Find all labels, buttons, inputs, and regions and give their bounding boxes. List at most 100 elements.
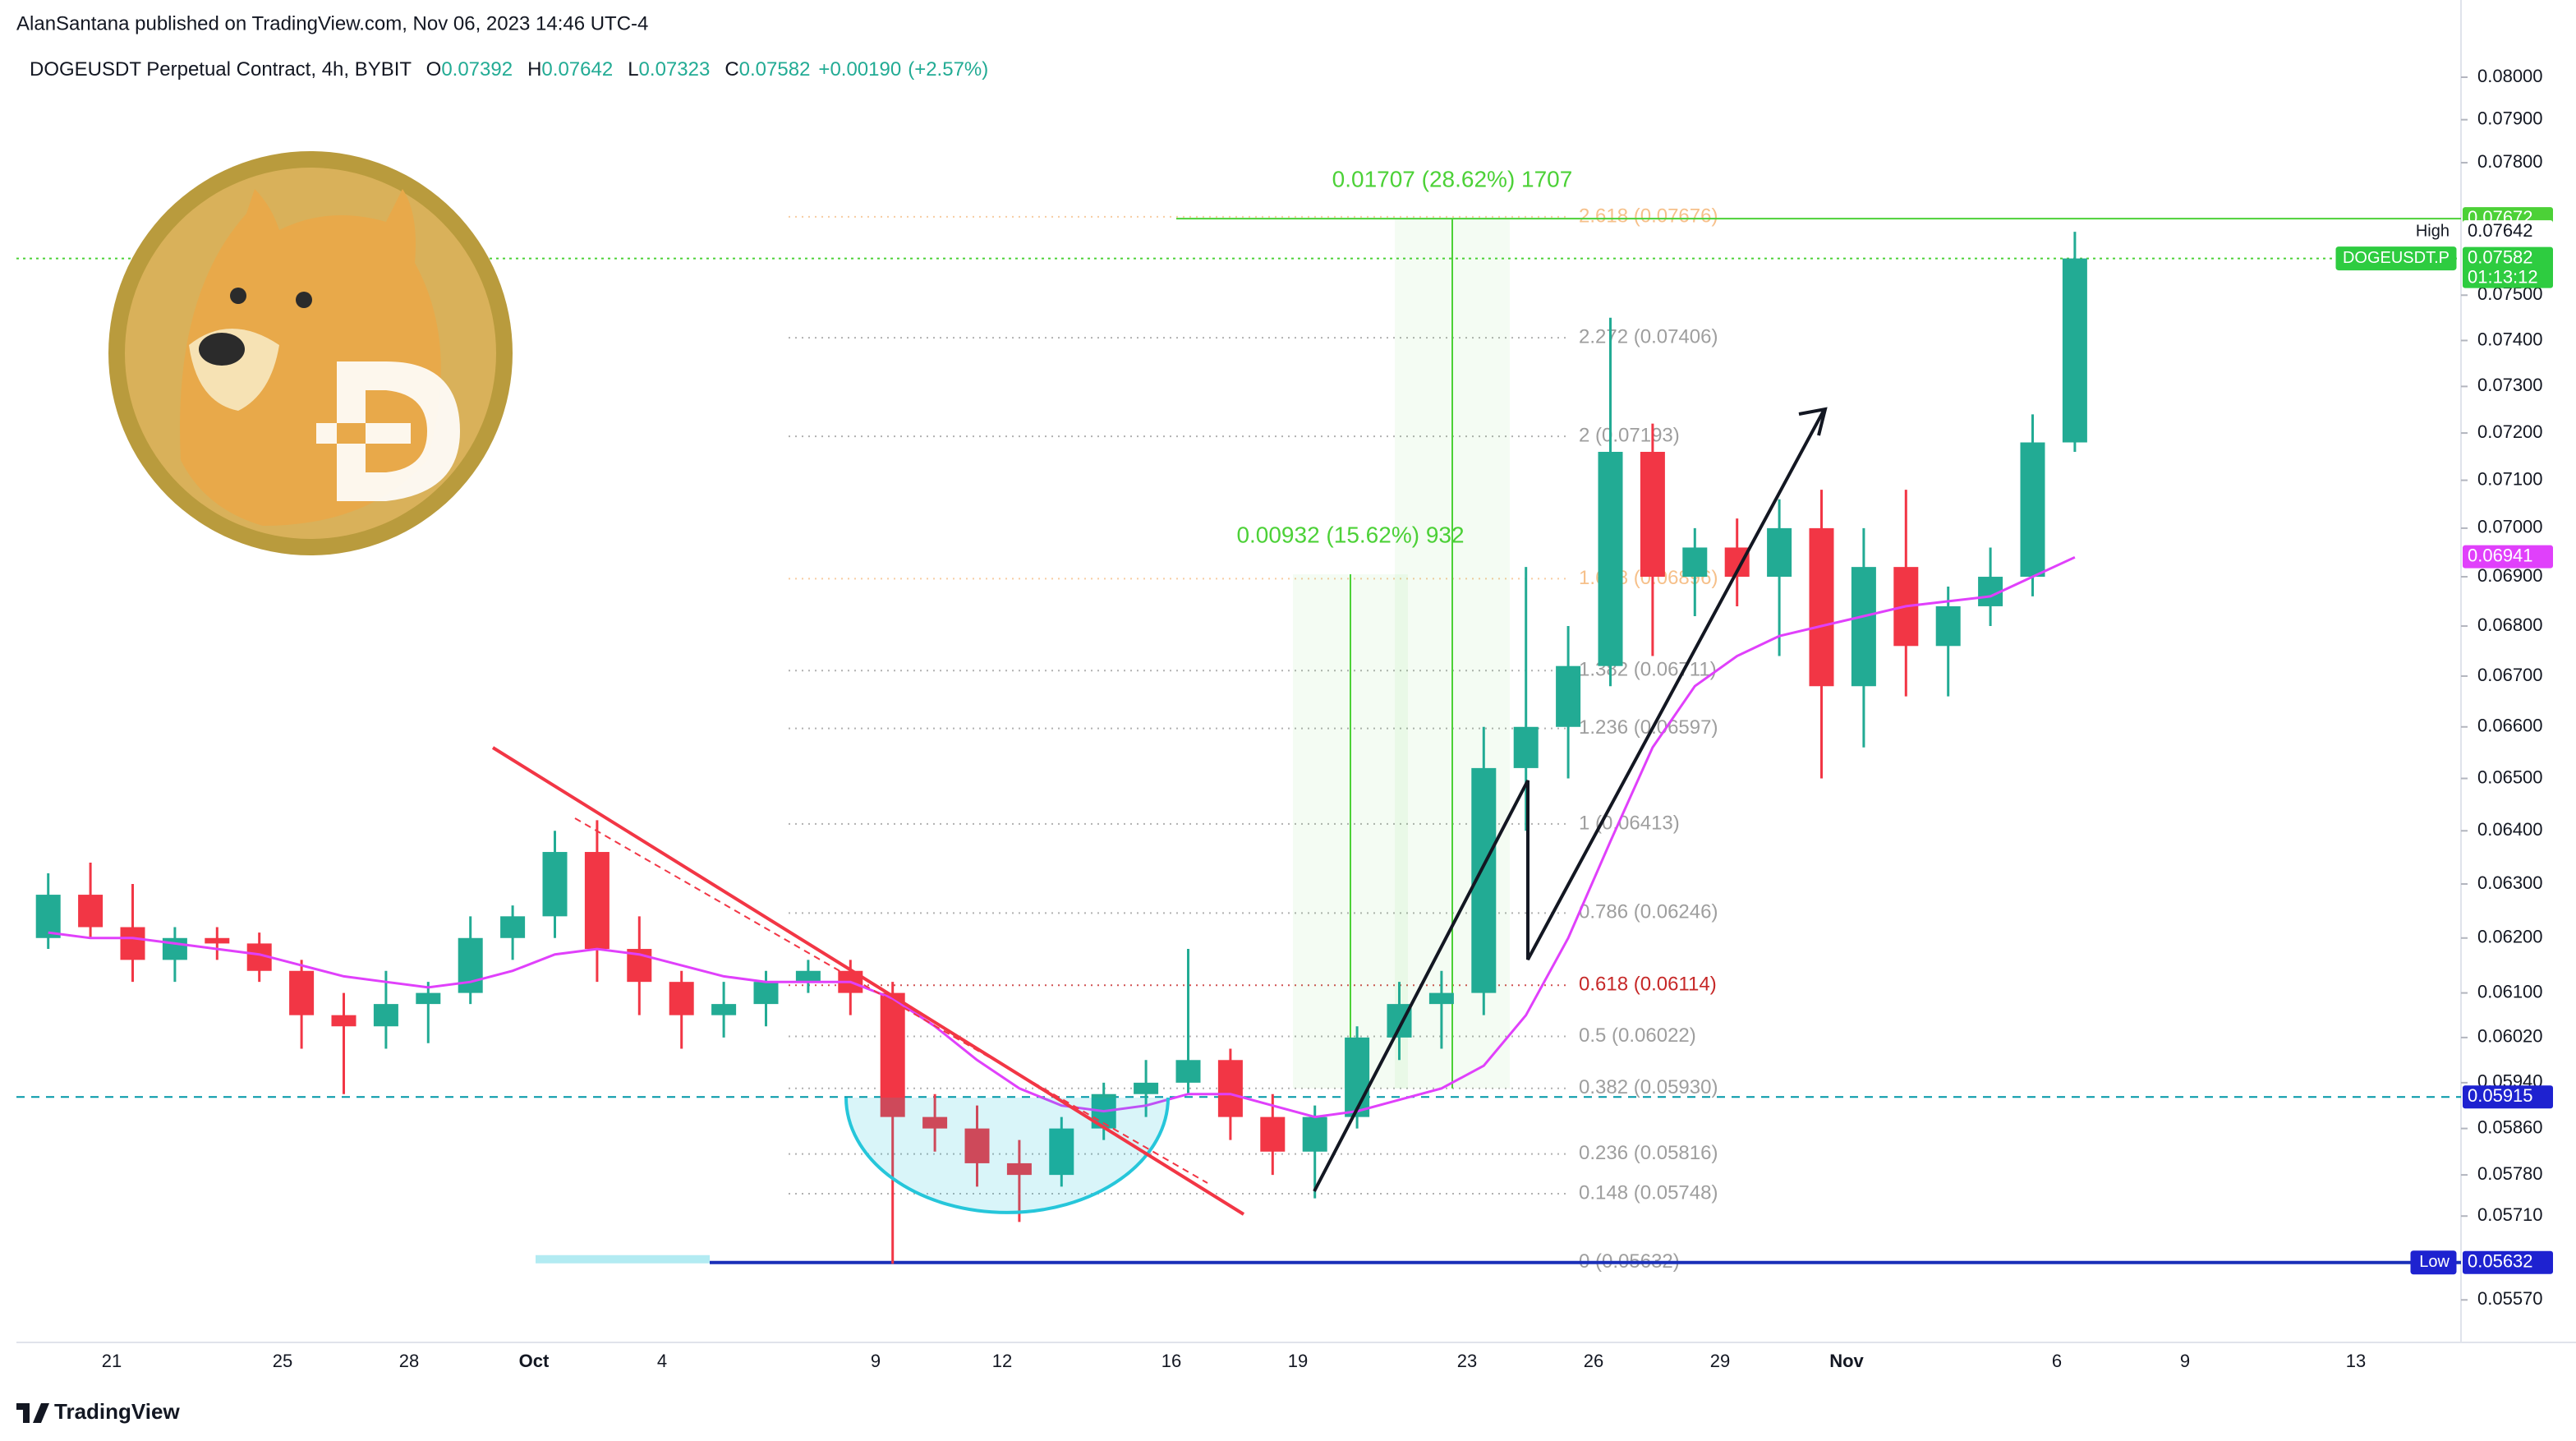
logo-eye [296, 292, 312, 308]
brand: TradingView [54, 1399, 180, 1424]
fib-label: 0.382 (0.05930) [1579, 1076, 1718, 1098]
publisher: AlanSantana published on TradingView.com… [16, 12, 648, 35]
logo-d-mark [316, 361, 460, 501]
price-tag [2463, 1085, 2553, 1109]
countdown: 01:13:12 [2468, 266, 2538, 287]
candle-body [880, 992, 905, 1117]
candle-body [1598, 451, 1623, 666]
candle-body [584, 852, 610, 950]
candle-body [1302, 1116, 1327, 1152]
price-tag [2463, 545, 2553, 569]
x-tick-label: 9 [871, 1351, 881, 1371]
brand-icon [16, 1403, 49, 1423]
price-tag-value: 0.07582 [2468, 246, 2533, 267]
x-tick-label: 6 [2052, 1351, 2062, 1371]
candle-body [1513, 726, 1539, 768]
candle-body [1345, 1037, 1370, 1117]
y-tick-label: 0.07400 [2477, 329, 2543, 349]
fib-label: 0.5 (0.06022) [1579, 1024, 1696, 1047]
y-tick-label: 0.06500 [2477, 767, 2543, 787]
candle-body [1428, 992, 1454, 1005]
candle-body [753, 982, 779, 1005]
y-tick-label: 0.07300 [2477, 375, 2543, 395]
fib-label: 0.786 (0.06246) [1579, 901, 1718, 923]
x-tick-label: Oct [519, 1351, 550, 1371]
price-tag-value: 0.07642 [2468, 220, 2533, 241]
logo-nose [199, 333, 245, 366]
y-tick-label: 0.06600 [2477, 716, 2543, 736]
y-tick-label: 0.05860 [2477, 1116, 2543, 1137]
price-tag [2463, 220, 2553, 244]
y-tick-label: 0.06700 [2477, 665, 2543, 685]
candle-body [964, 1128, 990, 1163]
candle-body [711, 1004, 737, 1015]
y-tick-label: 0.06400 [2477, 819, 2543, 840]
doge-logo [108, 151, 513, 555]
moving-average [48, 555, 2076, 1119]
x-tick-label: 21 [102, 1351, 122, 1371]
price-tag-value: 0.05915 [2468, 1085, 2533, 1106]
y-tick-label: 0.05780 [2477, 1163, 2543, 1184]
ohlc-value: 0.07392 [441, 58, 513, 81]
x-tick-label: 13 [2346, 1351, 2366, 1371]
footer-logo: TradingView [16, 1399, 180, 1424]
x-tick-label: Nov [1829, 1351, 1864, 1371]
arrow-head [1798, 407, 1828, 436]
fib-label: 2.618 (0.07676) [1579, 205, 1718, 227]
candle-body [669, 982, 694, 1015]
price-tag [2463, 1250, 2553, 1274]
x-tick-label: 19 [1288, 1351, 1308, 1371]
fib-label: 0.618 (0.06114) [1579, 974, 1717, 996]
name-tag-label: Low [2419, 1253, 2450, 1271]
candle-body [500, 916, 526, 938]
y-tick-label: 0.06300 [2477, 872, 2543, 893]
candle-body [78, 895, 104, 928]
ohlc-value: 0.07582 [739, 58, 811, 81]
logo-eye [230, 288, 246, 304]
x-tick-label: 16 [1162, 1351, 1181, 1371]
y-tick-label: 0.06020 [2477, 1026, 2543, 1047]
fib-label: 2 (0.07193) [1579, 424, 1680, 446]
price-tag-value: 0.06941 [2468, 545, 2533, 565]
candle-body [331, 1015, 356, 1027]
candle-body [1217, 1060, 1243, 1117]
ohlc-key: H [527, 58, 541, 81]
x-tick-label: 26 [1584, 1351, 1603, 1371]
candle-body [1556, 665, 1581, 727]
fib-label: 2.272 (0.07406) [1579, 325, 1718, 348]
x-tick-label: 9 [2180, 1351, 2190, 1371]
name-tag [2399, 219, 2457, 244]
change: +0.00190 [818, 58, 901, 81]
y-tick-label: 0.07200 [2477, 421, 2543, 442]
candle-body [35, 895, 61, 938]
y-tick-label: 0.05570 [2477, 1288, 2543, 1309]
candle-body [416, 992, 441, 1005]
fib-label: 0.148 (0.05748) [1579, 1181, 1718, 1204]
fib-label: 0.236 (0.05816) [1579, 1142, 1718, 1164]
candle-body [120, 927, 145, 960]
candle-body [1767, 527, 1792, 578]
ohlc-value: 0.07323 [639, 58, 711, 81]
x-tick-label: 23 [1457, 1351, 1477, 1371]
path-arrow [1313, 410, 1825, 1192]
candle-body [1809, 527, 1834, 687]
candle-body [922, 1116, 948, 1129]
candle-body [1682, 547, 1708, 578]
candle-body [1851, 567, 1876, 687]
candle-body [1935, 605, 1961, 647]
y-tick-label: 0.07100 [2477, 468, 2543, 489]
candle-body [1006, 1162, 1032, 1176]
name-tag-label: DOGEUSDT.P [2343, 249, 2450, 267]
candle-body [542, 852, 568, 917]
candle-body [289, 970, 315, 1015]
measure-label: 0.00932 (15.62%) 932 [1236, 522, 1464, 547]
y-tick-label: 0.07900 [2477, 108, 2543, 128]
candle-body [1049, 1128, 1074, 1176]
ohlc-key: C [724, 58, 738, 81]
plot-area: 0 (0.05632)0.148 (0.05748)0.236 (0.05816… [16, 166, 2461, 1273]
ohlc-value: 0.07642 [541, 58, 613, 81]
y-tick-label: 0.07000 [2477, 517, 2543, 537]
y-tick-label: 0.07800 [2477, 151, 2543, 172]
